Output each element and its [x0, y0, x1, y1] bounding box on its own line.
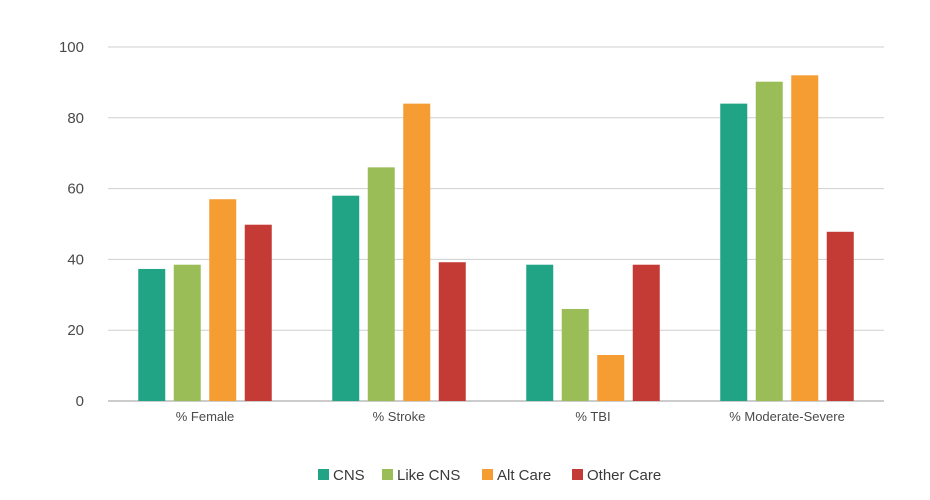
legend-swatch [482, 469, 493, 480]
legend-swatch [318, 469, 329, 480]
bar-cns [332, 195, 360, 401]
bar-like-cns [755, 81, 783, 401]
legend-label: Alt Care [497, 467, 551, 484]
x-category-label: % Moderate-Severe [729, 409, 845, 424]
y-tick-label: 100 [59, 39, 84, 56]
x-axis-labels: % Female % Stroke % TBI % Moderate-Severe [176, 409, 845, 424]
bar-like-cns [367, 167, 395, 401]
y-tick-label: 40 [67, 251, 84, 268]
bar-like-cns [173, 264, 201, 401]
legend-label: CNS [333, 467, 365, 484]
legend: CNS Like CNS Alt Care Other Care [318, 467, 661, 484]
bar-like-cns [561, 308, 589, 401]
bar-alt-care [209, 199, 237, 401]
bar-other-care [826, 231, 854, 401]
gridlines [108, 46, 884, 402]
bar-cns [138, 268, 166, 401]
bar-other-care [632, 264, 660, 401]
legend-swatch [572, 469, 583, 480]
bar-alt-care [791, 75, 819, 401]
bar-alt-care [597, 354, 625, 401]
legend-label: Like CNS [397, 467, 460, 484]
y-tick-label: 0 [76, 393, 84, 410]
x-category-label: % Stroke [373, 409, 426, 424]
bar-other-care [244, 224, 272, 401]
y-tick-label: 60 [67, 181, 84, 198]
bar-cns [526, 264, 554, 401]
legend-swatch [382, 469, 393, 480]
bar-other-care [438, 262, 466, 401]
bars [138, 75, 854, 401]
y-tick-label: 20 [67, 322, 84, 339]
legend-label: Other Care [587, 467, 661, 484]
x-category-label: % Female [176, 409, 235, 424]
bar-cns [720, 103, 748, 401]
bar-alt-care [403, 103, 431, 401]
y-tick-label: 80 [67, 110, 84, 127]
x-category-label: % TBI [575, 409, 610, 424]
y-axis-ticks: 0 20 40 60 80 100 [59, 39, 84, 410]
